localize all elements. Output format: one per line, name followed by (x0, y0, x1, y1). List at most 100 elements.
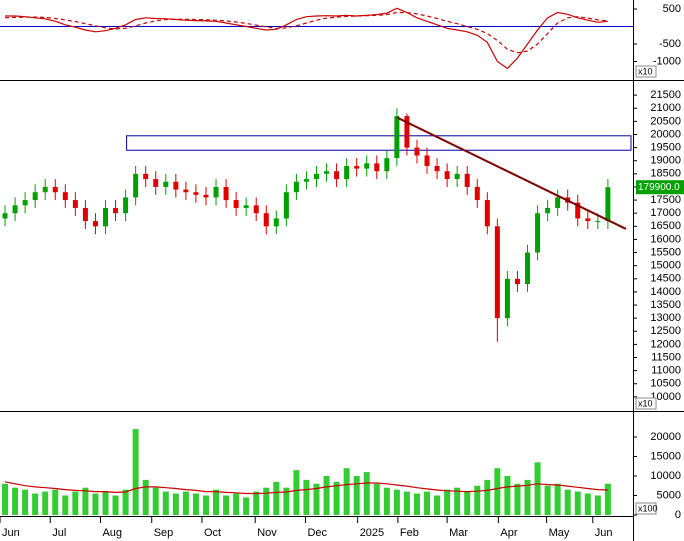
candle-body (364, 163, 370, 169)
candle-body (464, 173, 470, 187)
volume-bar (353, 475, 360, 515)
x-tick-label: Dec (307, 527, 327, 539)
volume-bar (273, 481, 280, 515)
candle-body (233, 200, 239, 208)
x-tick-label: Oct (204, 527, 221, 539)
candle-body (2, 213, 8, 219)
y-tick-label: 10000 (650, 470, 681, 482)
volume-bar (514, 483, 521, 515)
volume-bar (182, 491, 189, 515)
candle-body (273, 218, 279, 227)
trendline (396, 116, 627, 230)
candle-body (394, 116, 400, 159)
candle-body (253, 205, 259, 214)
volume-bar (243, 497, 250, 515)
volume-bar (534, 462, 541, 515)
candle-body (12, 205, 18, 214)
candle-body (173, 181, 179, 190)
y-tick-label: 12000 (650, 338, 681, 350)
candle-body (62, 192, 68, 201)
y-tick-label: 19000 (650, 155, 681, 167)
y-tick-label: 15000 (650, 260, 681, 272)
y-tick-label: -1000 (653, 55, 681, 67)
y-tick-label: 0 (675, 509, 681, 521)
candle-body (555, 197, 561, 208)
candle-body (575, 202, 581, 219)
y-tick-label: 20500 (650, 115, 681, 127)
y-tick-label: 12500 (650, 325, 681, 337)
candle-body (514, 278, 520, 285)
volume-bar (544, 485, 551, 515)
volume-bar (112, 495, 119, 515)
volume-bar (102, 491, 109, 515)
candle-body (103, 207, 108, 227)
volume-bar (52, 489, 59, 515)
volume-bar (303, 479, 310, 515)
volume-bar (594, 495, 601, 515)
x-tick-label: Nov (257, 527, 277, 539)
y-tick-label: 13000 (650, 312, 681, 324)
y-tick-label: 20000 (650, 128, 681, 140)
y-tick-label: 500 (663, 3, 681, 15)
x-tick-label: Jun (595, 527, 613, 539)
candle-body (434, 165, 440, 172)
volume-bar (283, 487, 290, 515)
y-tick-label: -500 (659, 38, 681, 50)
resistance-zone (126, 135, 632, 151)
scale-label-text: x100 (638, 503, 658, 513)
candle-body (113, 207, 119, 214)
y-tick-label: 11000 (651, 365, 681, 377)
volume-bar (373, 483, 380, 515)
candle-body (283, 192, 289, 219)
volume-bar (604, 483, 611, 515)
candle-body (32, 192, 38, 201)
x-tick-label: Sep (154, 527, 174, 539)
y-tick-label: 14000 (650, 286, 681, 298)
volume-bar (293, 470, 300, 515)
candle-body (153, 179, 159, 187)
volume-bar (524, 479, 531, 515)
volume-bar (213, 489, 220, 515)
volume-bar (383, 487, 390, 515)
y-tick-label: 10000 (650, 391, 681, 403)
candle-body (545, 207, 551, 214)
y-tick-label: 11500 (651, 351, 681, 363)
volume-bar (464, 491, 471, 515)
candle-body (22, 200, 28, 206)
scale-label: x10 (635, 65, 657, 78)
candle-body (213, 186, 219, 198)
candle-body (454, 173, 460, 180)
volume-bar (323, 475, 330, 515)
candle-body (243, 205, 249, 208)
candle-body (535, 213, 541, 253)
volume-bar (574, 491, 581, 515)
volume-bar (223, 495, 230, 515)
candle-body (384, 158, 390, 172)
volume-bar (403, 491, 410, 515)
candle-body (82, 207, 88, 222)
candle-body (163, 181, 169, 187)
candle-body (484, 200, 490, 227)
volume-bar (152, 487, 159, 515)
candle-body (72, 200, 78, 208)
candle-body (585, 218, 591, 222)
x-tick-label: Jun (2, 527, 20, 539)
candle-body (404, 116, 410, 148)
y-tick-label: 13500 (650, 299, 681, 311)
volume-bar (172, 493, 179, 515)
volume-bar (192, 493, 199, 515)
y-tick-label: 21500 (650, 89, 681, 101)
volume-bar (343, 468, 350, 515)
candle-body (42, 186, 48, 193)
volume-bar (2, 483, 9, 515)
y-tick-label: 17000 (650, 207, 681, 219)
series-line (4, 481, 608, 495)
last-price-label: 179900.0 (638, 182, 680, 193)
candle-body (293, 181, 299, 193)
candle-body (203, 194, 209, 198)
volume-bar (393, 489, 400, 515)
volume-bar (454, 487, 461, 515)
volume-bar (313, 483, 320, 515)
y-tick-label: 15000 (650, 450, 681, 462)
